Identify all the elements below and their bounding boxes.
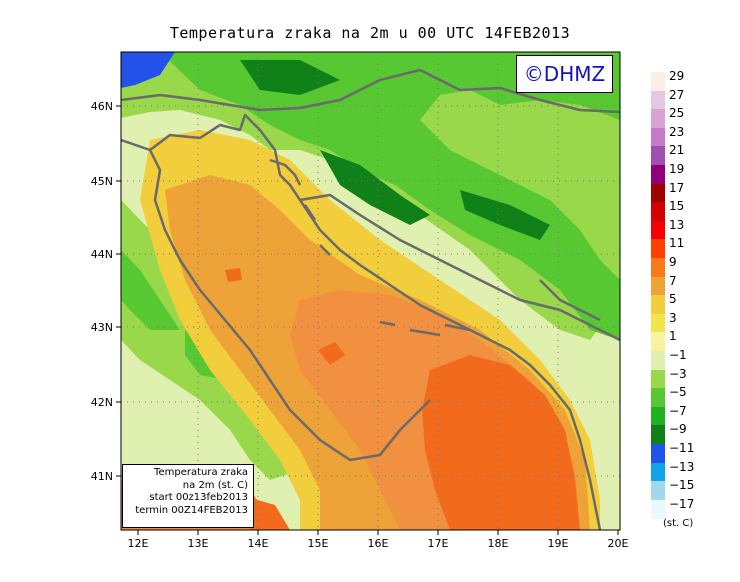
lon-label: 17E xyxy=(428,537,449,550)
legend-label: 1 xyxy=(669,329,677,344)
legend-label: 19 xyxy=(669,162,685,176)
legend-swatch xyxy=(651,258,665,278)
legend-label: 17 xyxy=(669,180,685,195)
legend-label: 23 xyxy=(669,124,685,139)
legend-swatch xyxy=(651,388,665,408)
legend-unit: (st. C) xyxy=(663,518,694,529)
legend-label: −9 xyxy=(669,422,687,437)
dhmz-logo: ©DHMZ xyxy=(516,55,613,93)
legend-swatch xyxy=(651,202,665,222)
legend-label: 29 xyxy=(669,69,685,83)
lat-label: 46N xyxy=(91,100,113,113)
legend-swatch xyxy=(651,462,665,482)
legend-label: −11 xyxy=(669,441,695,455)
legend-swatch xyxy=(651,499,665,519)
legend-label: 5 xyxy=(669,292,677,307)
lon-label: 18E xyxy=(488,537,509,550)
legend-label: 9 xyxy=(669,255,677,269)
lat-label: 42N xyxy=(91,396,113,409)
lon-label: 13E xyxy=(188,537,209,550)
lon-label: 12E xyxy=(128,537,149,550)
legend-swatch xyxy=(651,313,665,333)
legend-label: 27 xyxy=(669,87,685,102)
legend-swatch xyxy=(651,90,665,110)
temperature-field xyxy=(121,52,620,530)
legend-label: 11 xyxy=(669,236,685,251)
legend-swatch xyxy=(651,406,665,426)
info-line: Temperatura zraka xyxy=(154,467,248,478)
legend-swatch xyxy=(651,239,665,259)
legend-swatch xyxy=(651,127,665,147)
legend-swatch xyxy=(651,165,665,185)
legend-label: 15 xyxy=(669,199,685,214)
legend-swatch xyxy=(651,146,665,166)
legend-swatch xyxy=(651,109,665,129)
lat-label: 45N xyxy=(91,175,113,188)
info-line: start 00z13feb2013 xyxy=(149,492,248,503)
legend-swatch xyxy=(651,369,665,389)
legend-label: 25 xyxy=(669,106,685,121)
map-frame xyxy=(120,51,621,531)
legend-label: −3 xyxy=(669,366,687,381)
legend-label: −1 xyxy=(669,348,687,362)
legend-swatch xyxy=(651,295,665,315)
legend-swatch xyxy=(651,444,665,464)
info-line: termin 00Z14FEB2013 xyxy=(135,504,248,516)
coastlines xyxy=(121,68,620,530)
lat-label: 44N xyxy=(91,248,113,261)
legend-label: 7 xyxy=(669,273,677,288)
lon-label: 20E xyxy=(608,537,629,550)
legend-label: −7 xyxy=(669,403,687,418)
legend-swatch xyxy=(651,351,665,371)
map-title: Temperatura zraka na 2m u 00 UTC 14FEB20… xyxy=(169,24,571,42)
legend-label: 13 xyxy=(669,217,685,232)
latitude-labels: 46N 45N 44N 43N 42N 41N xyxy=(91,100,113,483)
legend-swatch xyxy=(651,425,665,445)
legend-swatch xyxy=(651,481,665,501)
legend-label: 3 xyxy=(669,310,677,325)
longitude-labels: 12E 13E 14E 15E 16E 17E 18E 19E 20E xyxy=(128,537,629,550)
lat-label: 43N xyxy=(91,321,113,334)
lat-label: 41N xyxy=(91,470,113,483)
lon-label: 16E xyxy=(368,537,389,550)
legend-swatch xyxy=(651,332,665,352)
legend-swatch xyxy=(651,276,665,296)
legend-swatch xyxy=(651,183,665,203)
legend-label: −17 xyxy=(669,496,695,511)
legend-swatch xyxy=(651,72,665,92)
legend-label: 21 xyxy=(669,143,685,158)
lon-label: 14E xyxy=(248,537,269,550)
lon-label: 15E xyxy=(308,537,329,550)
legend-label: −15 xyxy=(669,478,695,493)
legend-swatch xyxy=(651,220,665,240)
legend-label: −13 xyxy=(669,459,695,474)
info-line: na 2m (st. C) xyxy=(182,479,248,491)
legend-label: −5 xyxy=(669,385,687,400)
info-box: Temperatura zraka na 2m (st. C) start 00… xyxy=(122,464,254,528)
lon-label: 19E xyxy=(548,537,569,550)
